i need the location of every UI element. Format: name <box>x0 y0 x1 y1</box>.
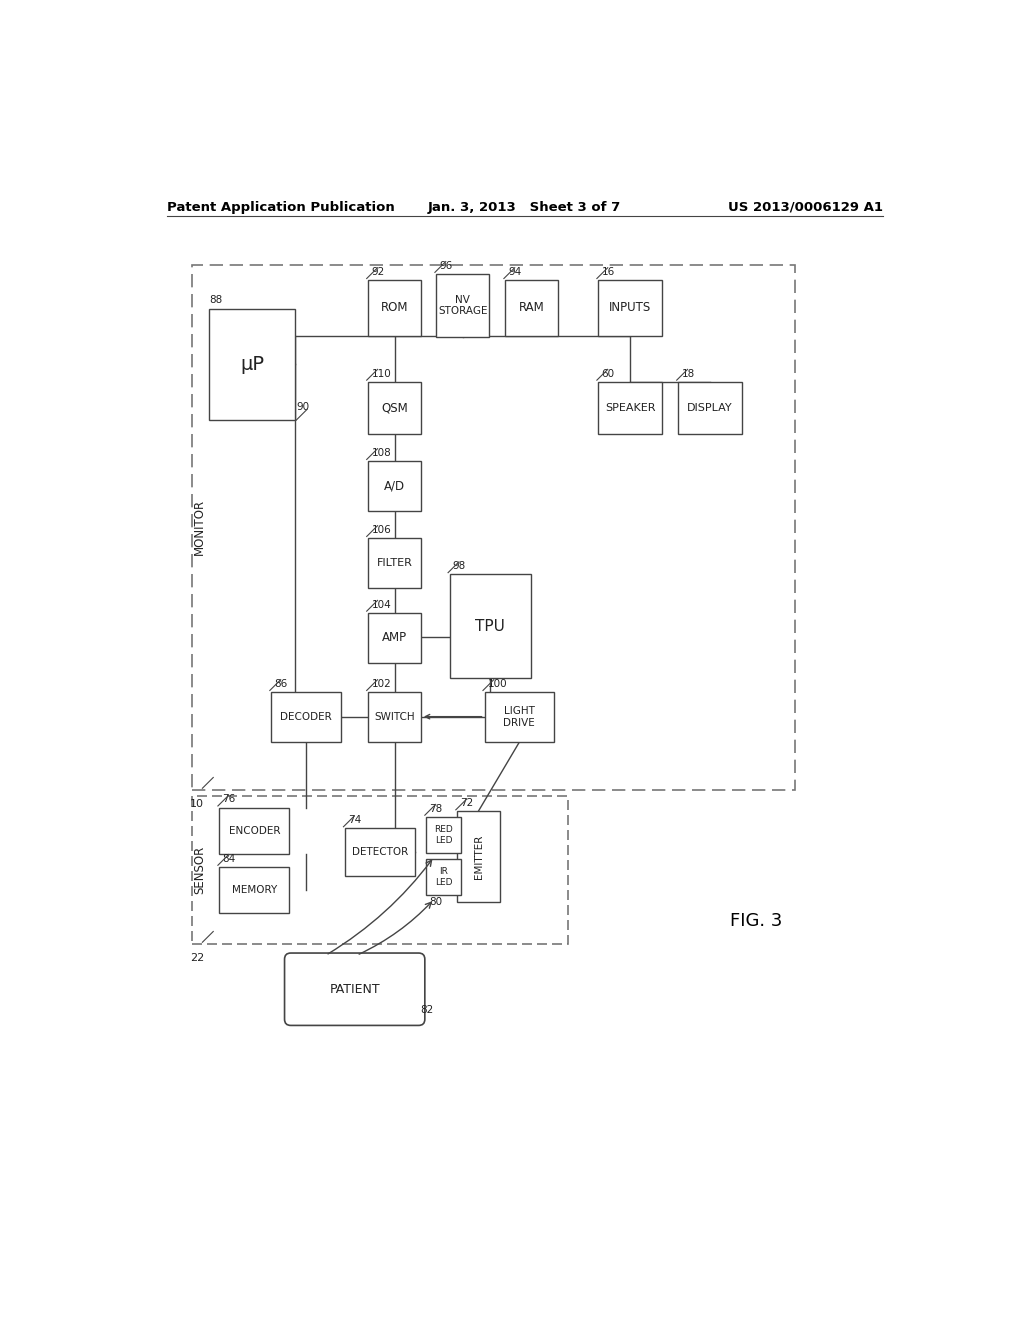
Bar <box>369 692 421 742</box>
Text: 84: 84 <box>222 854 236 863</box>
Bar <box>436 275 489 337</box>
Text: 108: 108 <box>372 447 391 458</box>
Bar <box>345 829 415 876</box>
Text: 102: 102 <box>372 678 391 689</box>
Text: Patent Application Publication: Patent Application Publication <box>167 201 394 214</box>
Text: 18: 18 <box>681 368 694 379</box>
Text: 98: 98 <box>453 561 466 572</box>
Text: 106: 106 <box>372 525 391 535</box>
Text: 16: 16 <box>601 267 614 277</box>
Bar <box>369 381 421 434</box>
Text: A/D: A/D <box>384 479 406 492</box>
Bar <box>458 812 500 903</box>
Text: 92: 92 <box>372 267 385 277</box>
Bar <box>598 381 662 434</box>
FancyBboxPatch shape <box>285 953 425 1026</box>
Text: SPEAKER: SPEAKER <box>605 403 655 413</box>
Bar <box>369 539 421 589</box>
Text: QSM: QSM <box>381 401 408 414</box>
Text: SENSOR: SENSOR <box>193 846 206 894</box>
Text: LIGHT
DRIVE: LIGHT DRIVE <box>504 706 536 727</box>
Text: 94: 94 <box>509 267 522 277</box>
Text: RED
LED: RED LED <box>434 825 454 845</box>
Text: INPUTS: INPUTS <box>609 301 651 314</box>
Text: Jan. 3, 2013   Sheet 3 of 7: Jan. 3, 2013 Sheet 3 of 7 <box>428 201 622 214</box>
Text: 22: 22 <box>190 953 204 964</box>
Text: 90: 90 <box>296 403 309 412</box>
Text: 80: 80 <box>429 896 442 907</box>
Bar <box>271 692 341 742</box>
Text: IR
LED: IR LED <box>435 867 453 887</box>
Text: MEMORY: MEMORY <box>231 884 276 895</box>
Text: FIG. 3: FIG. 3 <box>729 912 782 929</box>
Text: ROM: ROM <box>381 301 409 314</box>
Text: DECODER: DECODER <box>281 711 332 722</box>
Text: 76: 76 <box>222 795 236 804</box>
Text: MONITOR: MONITOR <box>193 499 206 556</box>
Bar <box>369 612 421 663</box>
Text: FILTER: FILTER <box>377 558 413 568</box>
Text: NV
STORAGE: NV STORAGE <box>438 294 487 317</box>
Bar <box>219 867 289 913</box>
Bar <box>369 280 421 335</box>
Text: 82: 82 <box>420 1006 433 1015</box>
Text: EMITTER: EMITTER <box>474 834 483 879</box>
Text: 96: 96 <box>439 261 453 271</box>
Bar <box>598 280 662 335</box>
Bar <box>209 309 295 420</box>
Bar <box>450 574 531 678</box>
Text: AMP: AMP <box>382 631 408 644</box>
Bar <box>484 692 554 742</box>
Text: 78: 78 <box>429 804 442 813</box>
Bar <box>219 808 289 854</box>
Text: μP: μP <box>240 355 264 374</box>
Text: ENCODER: ENCODER <box>228 825 281 836</box>
Text: 86: 86 <box>274 678 288 689</box>
Text: DETECTOR: DETECTOR <box>352 847 408 857</box>
Text: RAM: RAM <box>519 301 545 314</box>
Text: 110: 110 <box>372 368 391 379</box>
Text: 10: 10 <box>190 799 204 809</box>
Bar <box>369 461 421 511</box>
Text: US 2013/0006129 A1: US 2013/0006129 A1 <box>728 201 883 214</box>
Text: 60: 60 <box>601 368 614 379</box>
Bar <box>506 280 558 335</box>
Text: TPU: TPU <box>475 619 505 634</box>
Bar <box>426 817 461 853</box>
Text: 74: 74 <box>348 816 361 825</box>
Text: DISPLAY: DISPLAY <box>687 403 733 413</box>
Text: 100: 100 <box>487 678 507 689</box>
Text: 88: 88 <box>209 294 222 305</box>
Text: PATIENT: PATIENT <box>330 982 380 995</box>
Bar <box>191 264 795 789</box>
Text: 72: 72 <box>461 799 474 808</box>
Bar <box>191 796 568 944</box>
Text: 104: 104 <box>372 599 391 610</box>
Text: SWITCH: SWITCH <box>375 711 415 722</box>
Bar <box>426 859 461 895</box>
Bar <box>678 381 741 434</box>
